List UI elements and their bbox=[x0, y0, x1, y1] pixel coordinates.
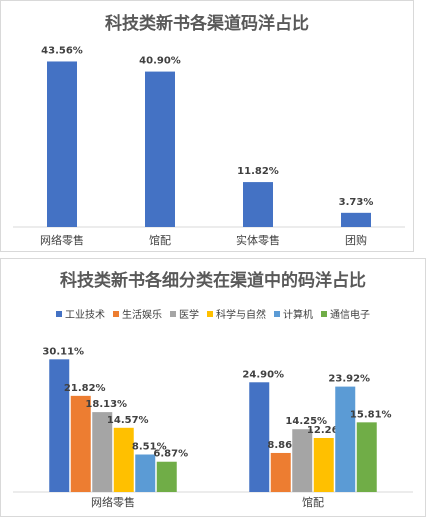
data-label: 8.86% bbox=[267, 440, 302, 451]
data-label: 12.26% bbox=[307, 425, 349, 436]
bar bbox=[270, 452, 291, 492]
data-label: 21.82% bbox=[64, 383, 106, 394]
legend-label: 医学 bbox=[179, 310, 199, 321]
bar bbox=[313, 437, 334, 492]
bar bbox=[92, 412, 113, 492]
subcategory-share-plot: 30.11% 21.82% 18.13% 14.57% 8.51%6.87% 网络零售 24… bbox=[13, 346, 413, 509]
data-label: 30.11% bbox=[42, 346, 84, 357]
bar bbox=[243, 182, 273, 227]
x-tick-label: 实体零售 bbox=[236, 233, 280, 247]
data-label: 14.57% bbox=[107, 415, 149, 426]
bar bbox=[249, 382, 270, 492]
legend-item: 科学与自然 bbox=[207, 306, 266, 321]
data-label: 14.25% bbox=[285, 416, 327, 427]
legend-swatch bbox=[321, 310, 327, 317]
bar bbox=[113, 427, 134, 492]
data-label: 6.87% bbox=[153, 449, 188, 460]
legend-item: 生活娱乐 bbox=[113, 306, 162, 321]
legend-swatch bbox=[170, 310, 176, 317]
bar bbox=[135, 454, 156, 492]
data-label: 23.92% bbox=[328, 374, 370, 385]
legend-swatch bbox=[113, 310, 119, 317]
x-tick-label: 网络零售 bbox=[91, 495, 135, 509]
data-label: 15.81% bbox=[350, 409, 392, 420]
bar bbox=[292, 429, 313, 492]
legend-swatch bbox=[56, 310, 62, 317]
x-tick-label: 馆配 bbox=[302, 495, 324, 509]
legend-label: 工业技术 bbox=[65, 310, 105, 321]
data-label: 43.56% bbox=[41, 45, 83, 56]
legend-label: 生活娱乐 bbox=[122, 310, 162, 321]
data-label: 3.73% bbox=[339, 197, 374, 208]
legend-swatch bbox=[274, 310, 280, 317]
x-tick-label: 馆配 bbox=[149, 233, 171, 247]
bar bbox=[156, 461, 177, 492]
data-label: 11.82% bbox=[237, 166, 279, 177]
bar bbox=[70, 395, 91, 492]
legend: 工业技术 生活娱乐 医学 科学与自然 计算机 通信电子 bbox=[1, 306, 425, 321]
legend-item: 工业技术 bbox=[56, 306, 105, 321]
x-tick-label: 网络零售 bbox=[40, 233, 84, 247]
legend-item: 通信电子 bbox=[321, 306, 370, 321]
channel-share-chart: 科技类新书各渠道码洋占比 43.56% 网络零售 40.90% 馆配 11.82% 实体零… bbox=[0, 0, 414, 252]
channel-share-plot: 43.56% 网络零售 40.90% 馆配 11.82% 实体零售 3.73% 团购 bbox=[13, 45, 405, 247]
chart-title: 科技类新书各渠道码洋占比 bbox=[105, 14, 309, 34]
chart-title: 科技类新书各细分类在渠道中的码洋占比 bbox=[60, 271, 366, 291]
legend-label: 通信电子 bbox=[330, 310, 370, 321]
bar bbox=[49, 359, 70, 492]
data-label: 8.51% bbox=[132, 442, 167, 453]
data-label: 24.90% bbox=[242, 369, 284, 380]
legend-label: 科学与自然 bbox=[216, 310, 266, 321]
bar bbox=[356, 422, 377, 492]
x-tick-label: 团购 bbox=[345, 233, 367, 247]
bar bbox=[145, 71, 175, 227]
legend-item: 医学 bbox=[170, 306, 199, 321]
legend-label: 计算机 bbox=[283, 310, 313, 321]
bar bbox=[341, 212, 371, 227]
bar bbox=[335, 386, 356, 492]
bar bbox=[47, 61, 77, 227]
subcategory-share-chart: 科技类新书各细分类在渠道中的码洋占比 工业技术 生活娱乐 医学 科学与自然 计算机 通信电… bbox=[0, 258, 426, 517]
data-label: 40.90% bbox=[139, 56, 181, 67]
data-label: 18.13% bbox=[85, 399, 127, 410]
legend-item: 计算机 bbox=[274, 306, 313, 321]
legend-swatch bbox=[207, 310, 213, 317]
